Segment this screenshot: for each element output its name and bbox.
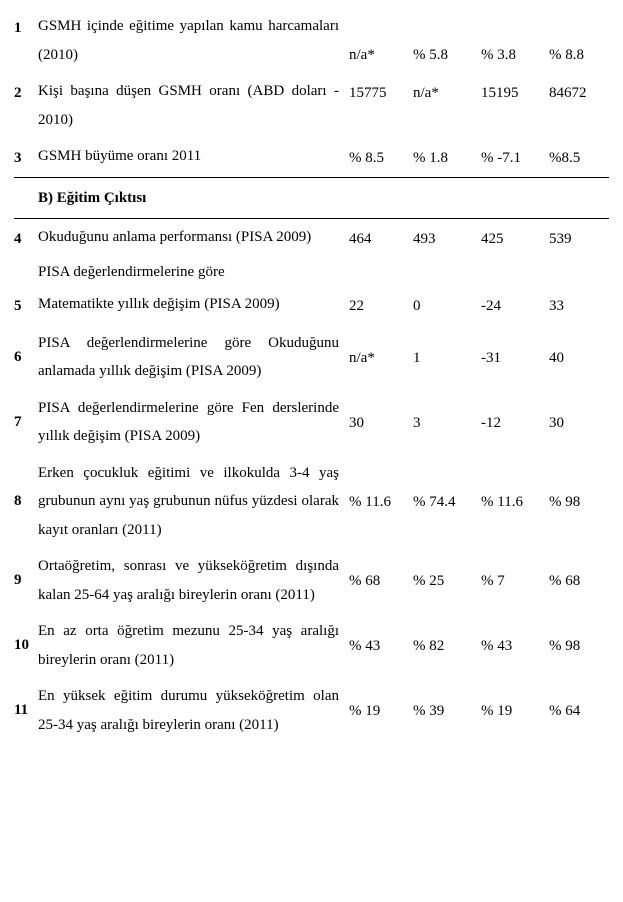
value-col-1: n/a*: [349, 41, 413, 70]
row-values: 303-1230: [349, 407, 609, 438]
table-row: 2Kişi başına düşen GSMH oranı (ABD dolar…: [14, 73, 609, 138]
row-values: 464493425539: [349, 223, 609, 254]
row-desc: PISA değerlendirmelerine göre Okuduğunu …: [38, 329, 349, 386]
row-values: n/a*% 5.8% 3.8% 8.8: [349, 39, 609, 70]
value-col-1: % 68: [349, 567, 413, 596]
table-section-b2: 5Matematikte yıllık değişim (PISA 2009)2…: [14, 286, 609, 743]
value-col-4: % 8.8: [549, 41, 609, 70]
row-values: 15775n/a*1519584672: [349, 77, 609, 108]
value-col-3: 15195: [481, 79, 549, 108]
table-row: 1GSMH içinde eğitime yapılan kamu harcam…: [14, 8, 609, 73]
table-row: 10En az orta öğretim mezunu 25-34 yaş ar…: [14, 613, 609, 678]
page: 1GSMH içinde eğitime yapılan kamu harcam…: [0, 0, 623, 902]
table-row: 8Erken çocukluk eğitimi ve ilkokulda 3-4…: [14, 455, 609, 549]
row-number: 9: [14, 566, 38, 595]
value-col-3: % 19: [481, 697, 549, 726]
value-col-4: % 68: [549, 567, 609, 596]
value-col-1: 22: [349, 292, 413, 321]
value-col-4: % 64: [549, 697, 609, 726]
value-col-4: %8.5: [549, 144, 609, 173]
value-col-3: % 43: [481, 632, 549, 661]
row-desc: Okuduğunu anlama performansı (PISA 2009): [38, 223, 349, 252]
value-col-3: % 11.6: [481, 488, 549, 517]
row-number: 2: [14, 77, 38, 108]
value-col-3: -12: [481, 409, 549, 438]
row-number: 6: [14, 343, 38, 372]
row-number: 11: [14, 696, 38, 725]
value-col-1: 464: [349, 225, 413, 254]
row-values: 220-2433: [349, 290, 609, 321]
row-desc: Ortaöğretim, sonrası ve yükseköğretim dı…: [38, 552, 349, 609]
row-values: n/a*1-3140: [349, 342, 609, 373]
value-col-1: % 43: [349, 632, 413, 661]
row-number: 3: [14, 142, 38, 173]
value-col-4: 84672: [549, 79, 609, 108]
row-number: 7: [14, 408, 38, 437]
value-col-3: % -7.1: [481, 144, 549, 173]
row-desc: Matematikte yıllık değişim (PISA 2009): [38, 290, 349, 319]
row-values: % 68% 25% 7% 68: [349, 565, 609, 596]
value-col-3: % 7: [481, 567, 549, 596]
row-number: 1: [14, 12, 38, 43]
value-col-2: % 1.8: [413, 144, 481, 173]
row-desc: Kişi başına düşen GSMH oranı (ABD doları…: [38, 77, 349, 134]
value-col-4: 539: [549, 225, 609, 254]
table-row: 5Matematikte yıllık değişim (PISA 2009)2…: [14, 286, 609, 325]
value-col-1: 15775: [349, 79, 413, 108]
row-values: % 8.5% 1.8% -7.1%8.5: [349, 142, 609, 173]
value-col-4: 33: [549, 292, 609, 321]
value-col-4: 30: [549, 409, 609, 438]
table-section-a: 1GSMH içinde eğitime yapılan kamu harcam…: [14, 8, 609, 177]
table-row: 9Ortaöğretim, sonrası ve yükseköğretim d…: [14, 548, 609, 613]
row-desc: PISA değerlendirmelerine göre Fen dersle…: [38, 394, 349, 451]
row-desc: GSMH büyüme oranı 2011: [38, 142, 349, 171]
table-row: 7PISA değerlendirmelerine göre Fen dersl…: [14, 390, 609, 455]
row-values: % 43% 82% 43% 98: [349, 630, 609, 661]
table-row: 3GSMH büyüme oranı 2011% 8.5% 1.8% -7.1%…: [14, 138, 609, 177]
value-col-2: 1: [413, 344, 481, 373]
row-desc: Erken çocukluk eğitimi ve ilkokulda 3-4 …: [38, 459, 349, 545]
row-number: 4: [14, 223, 38, 254]
row-values: % 11.6% 74.4% 11.6% 98: [349, 486, 609, 517]
pisa-pretext: PISA değerlendirmelerine göre: [14, 258, 609, 287]
section-b-header: B) Eğitim Çıktısı: [14, 177, 609, 220]
table-section-b1: 4Okuduğunu anlama performansı (PISA 2009…: [14, 219, 609, 258]
value-col-2: % 74.4: [413, 488, 481, 517]
value-col-2: 0: [413, 292, 481, 321]
value-col-4: % 98: [549, 632, 609, 661]
value-col-3: -24: [481, 292, 549, 321]
value-col-2: % 39: [413, 697, 481, 726]
value-col-4: % 98: [549, 488, 609, 517]
value-col-3: % 3.8: [481, 41, 549, 70]
row-desc: GSMH içinde eğitime yapılan kamu harcama…: [38, 12, 349, 69]
table-row: 11En yüksek eğitim durumu yükseköğretim …: [14, 678, 609, 743]
table-row: 4Okuduğunu anlama performansı (PISA 2009…: [14, 219, 609, 258]
row-desc: En yüksek eğitim durumu yükseköğretim ol…: [38, 682, 349, 739]
value-col-3: 425: [481, 225, 549, 254]
table-row: 6PISA değerlendirmelerine göre Okuduğunu…: [14, 325, 609, 390]
value-col-2: n/a*: [413, 79, 481, 108]
row-number: 5: [14, 290, 38, 321]
value-col-2: 3: [413, 409, 481, 438]
row-number: 10: [14, 631, 38, 660]
value-col-1: % 11.6: [349, 488, 413, 517]
value-col-1: n/a*: [349, 344, 413, 373]
row-desc: En az orta öğretim mezunu 25-34 yaş aral…: [38, 617, 349, 674]
value-col-1: % 19: [349, 697, 413, 726]
value-col-2: % 82: [413, 632, 481, 661]
value-col-1: 30: [349, 409, 413, 438]
row-values: % 19% 39% 19% 64: [349, 695, 609, 726]
row-number: 8: [14, 487, 38, 516]
value-col-1: % 8.5: [349, 144, 413, 173]
value-col-3: -31: [481, 344, 549, 373]
value-col-2: % 25: [413, 567, 481, 596]
value-col-2: 493: [413, 225, 481, 254]
value-col-2: % 5.8: [413, 41, 481, 70]
value-col-4: 40: [549, 344, 609, 373]
